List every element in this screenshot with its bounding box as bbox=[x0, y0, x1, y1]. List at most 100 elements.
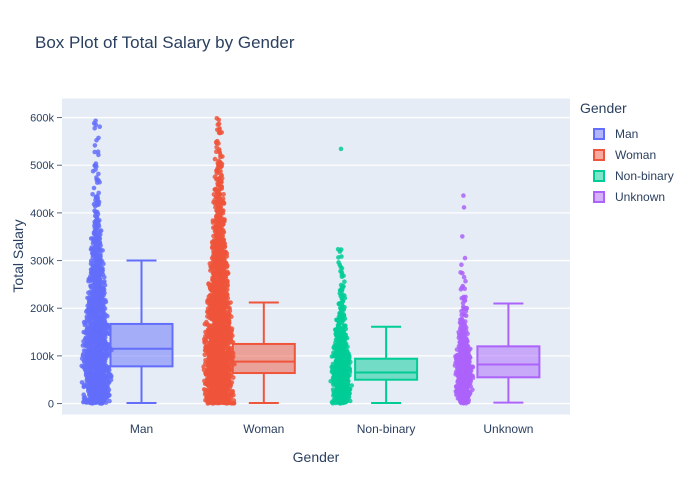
data-point[interactable] bbox=[218, 316, 224, 321]
data-point[interactable] bbox=[341, 312, 347, 317]
data-point[interactable] bbox=[457, 339, 463, 345]
data-point[interactable] bbox=[82, 395, 88, 400]
data-point[interactable] bbox=[93, 161, 99, 166]
data-point[interactable] bbox=[89, 268, 94, 274]
data-point[interactable] bbox=[95, 240, 101, 245]
iqr-box[interactable] bbox=[354, 357, 419, 381]
iqr-box[interactable] bbox=[109, 322, 174, 368]
data-point[interactable] bbox=[222, 217, 227, 222]
data-point[interactable] bbox=[206, 340, 212, 345]
data-point[interactable] bbox=[224, 269, 230, 275]
data-point[interactable] bbox=[86, 301, 92, 306]
data-point[interactable] bbox=[96, 190, 101, 196]
data-point[interactable] bbox=[208, 388, 214, 394]
data-point[interactable] bbox=[222, 340, 228, 346]
data-point[interactable] bbox=[220, 250, 225, 256]
data-point[interactable] bbox=[85, 383, 90, 389]
iqr-box[interactable] bbox=[476, 345, 541, 379]
data-point[interactable] bbox=[342, 323, 347, 329]
data-point[interactable] bbox=[103, 325, 109, 331]
data-point[interactable] bbox=[220, 368, 226, 374]
data-point[interactable] bbox=[203, 333, 208, 339]
series-man[interactable] bbox=[79, 118, 174, 406]
data-point[interactable] bbox=[214, 228, 219, 233]
data-point[interactable] bbox=[223, 305, 228, 310]
data-point[interactable] bbox=[81, 359, 87, 364]
data-point[interactable] bbox=[216, 263, 221, 269]
data-point[interactable] bbox=[207, 383, 213, 388]
data-point[interactable] bbox=[93, 220, 98, 226]
data-point[interactable] bbox=[461, 400, 467, 406]
data-point[interactable] bbox=[467, 369, 473, 374]
data-point[interactable] bbox=[103, 351, 108, 356]
data-point[interactable] bbox=[81, 364, 86, 370]
data-point[interactable] bbox=[459, 312, 465, 318]
data-point[interactable] bbox=[81, 384, 87, 389]
data-point[interactable] bbox=[220, 308, 225, 314]
data-point[interactable] bbox=[93, 197, 98, 203]
data-point[interactable] bbox=[101, 292, 106, 298]
data-point[interactable] bbox=[108, 372, 113, 378]
data-point[interactable] bbox=[205, 297, 211, 303]
data-point[interactable] bbox=[98, 264, 103, 269]
data-point[interactable] bbox=[217, 159, 223, 165]
data-point[interactable] bbox=[105, 313, 110, 319]
data-point[interactable] bbox=[96, 135, 101, 141]
data-point[interactable] bbox=[220, 345, 225, 351]
data-point[interactable] bbox=[95, 292, 100, 298]
data-point[interactable] bbox=[102, 321, 108, 326]
data-point[interactable] bbox=[97, 370, 102, 375]
data-point[interactable] bbox=[215, 221, 220, 227]
data-point[interactable] bbox=[95, 361, 100, 366]
data-point[interactable] bbox=[214, 208, 220, 213]
data-point[interactable] bbox=[88, 274, 93, 279]
data-point[interactable] bbox=[231, 401, 237, 406]
data-point[interactable] bbox=[214, 329, 219, 334]
data-point[interactable] bbox=[205, 314, 210, 319]
data-point[interactable] bbox=[214, 149, 219, 154]
data-point[interactable] bbox=[216, 371, 222, 377]
data-point[interactable] bbox=[461, 361, 466, 366]
data-point[interactable] bbox=[462, 255, 468, 261]
data-point[interactable] bbox=[95, 300, 101, 306]
data-point[interactable] bbox=[463, 278, 468, 284]
data-point[interactable] bbox=[218, 376, 223, 382]
data-point[interactable] bbox=[92, 310, 98, 315]
data-point[interactable] bbox=[81, 351, 86, 357]
data-point[interactable] bbox=[347, 391, 352, 396]
data-point[interactable] bbox=[223, 360, 228, 366]
data-point[interactable] bbox=[217, 195, 222, 201]
data-point[interactable] bbox=[94, 324, 100, 329]
data-point[interactable] bbox=[336, 318, 341, 324]
data-point[interactable] bbox=[329, 399, 335, 405]
data-point[interactable] bbox=[461, 205, 467, 210]
data-point[interactable] bbox=[342, 279, 347, 285]
data-point[interactable] bbox=[206, 282, 211, 287]
data-point[interactable] bbox=[94, 341, 100, 347]
data-point[interactable] bbox=[104, 376, 109, 381]
data-point[interactable] bbox=[205, 401, 211, 406]
data-point[interactable] bbox=[342, 385, 347, 391]
data-point[interactable] bbox=[339, 353, 344, 358]
data-point[interactable] bbox=[347, 386, 353, 392]
data-point[interactable] bbox=[462, 342, 467, 347]
data-point[interactable] bbox=[96, 392, 101, 398]
data-point[interactable] bbox=[210, 353, 215, 359]
points-cloud[interactable] bbox=[79, 118, 114, 406]
data-point[interactable] bbox=[95, 281, 100, 287]
data-point[interactable] bbox=[218, 154, 223, 160]
data-point[interactable] bbox=[456, 395, 462, 401]
data-point[interactable] bbox=[223, 387, 228, 393]
data-point[interactable] bbox=[93, 210, 98, 215]
data-point[interactable] bbox=[211, 299, 216, 305]
iqr-box[interactable] bbox=[231, 342, 296, 375]
data-point[interactable] bbox=[226, 328, 231, 333]
data-point[interactable] bbox=[206, 394, 212, 400]
data-point[interactable] bbox=[92, 387, 97, 393]
legend-item-man[interactable]: Man bbox=[578, 123, 698, 144]
data-point[interactable] bbox=[216, 289, 221, 295]
data-point[interactable] bbox=[463, 294, 468, 300]
data-point[interactable] bbox=[92, 149, 97, 155]
data-point[interactable] bbox=[98, 243, 103, 249]
